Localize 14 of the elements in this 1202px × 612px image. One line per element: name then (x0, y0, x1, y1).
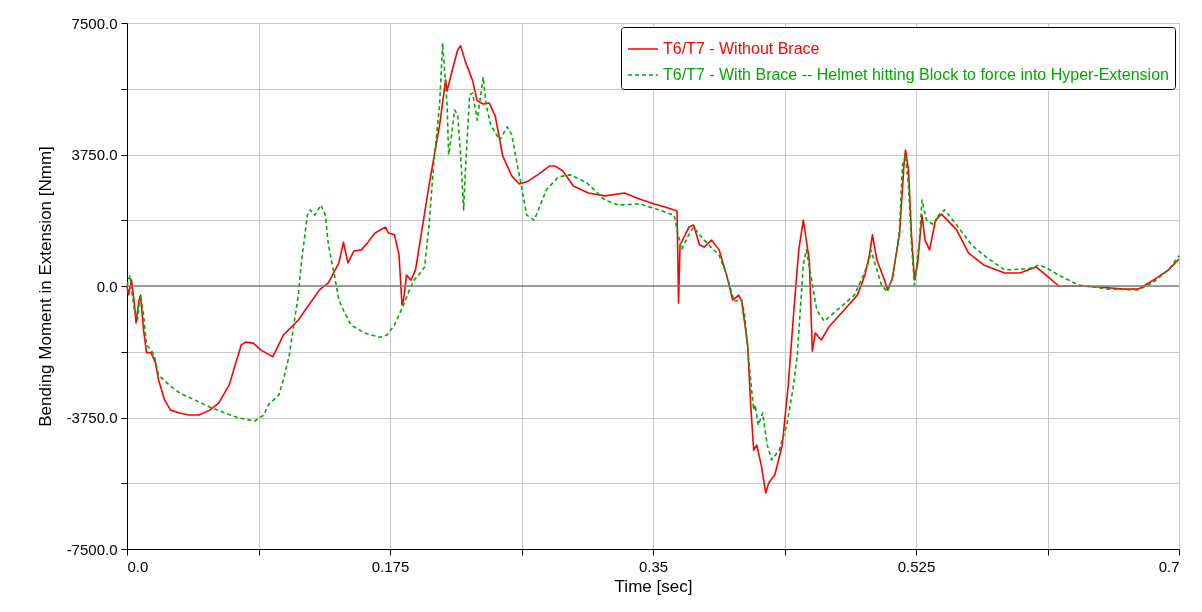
y-tick-label: 0.0 (96, 277, 118, 295)
x-tick-label: 0.35 (638, 557, 669, 575)
x-tick-label: 0.175 (371, 557, 410, 575)
legend-label: T6/T7 - With Brace -- Helmet hitting Block to force into Hyper-Extension (663, 66, 1169, 83)
x-tick-label: 0.7 (1158, 557, 1180, 575)
x-axis-title: Time [sec] (614, 576, 693, 596)
x-tick-label: 0.525 (897, 557, 936, 575)
y-tick-label: -3750.0 (66, 409, 118, 426)
legend-label: T6/T7 - Without Brace (663, 40, 820, 57)
y-tick-label: 3750.0 (71, 146, 118, 163)
y-tick-label: -7500.0 (66, 540, 118, 558)
x-tick-label: 0.0 (127, 557, 149, 575)
y-tick-label: 7500.0 (71, 14, 118, 32)
y-axis-title: Bending Moment in Extension [Nmm] (35, 146, 55, 427)
